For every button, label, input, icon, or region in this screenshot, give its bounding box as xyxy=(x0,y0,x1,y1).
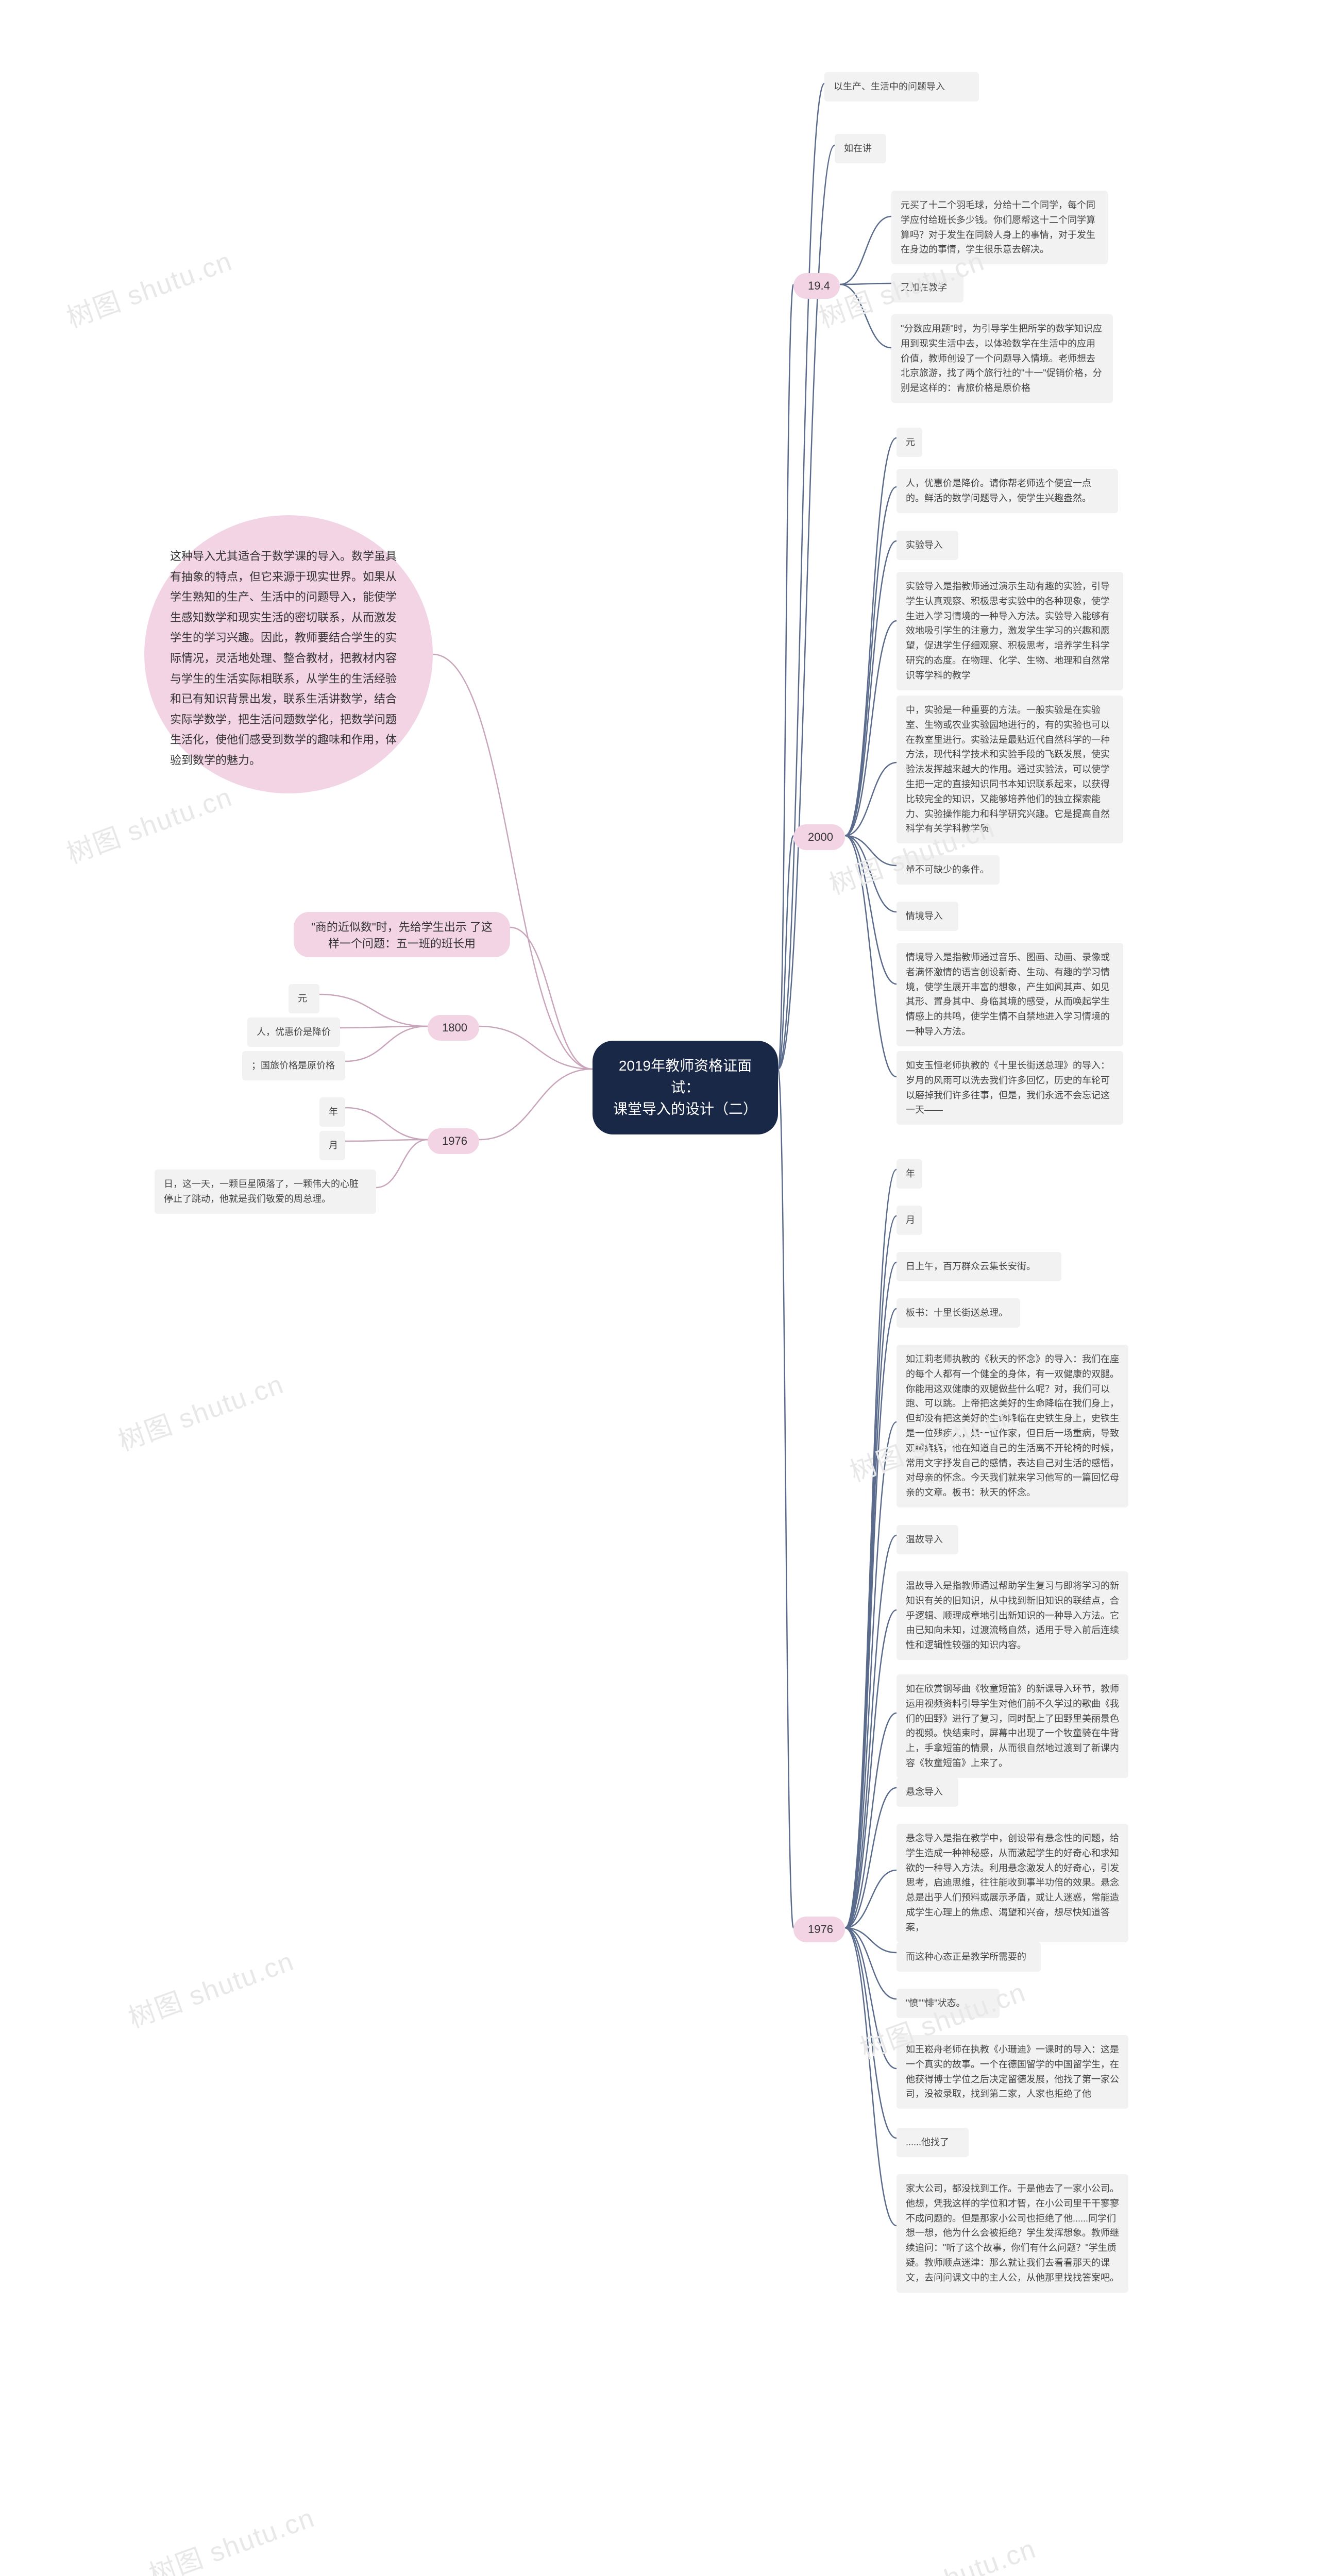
watermark: 树图 shutu.cn xyxy=(143,2496,319,2576)
edge xyxy=(345,1140,428,1141)
edge xyxy=(845,1309,897,1928)
edge xyxy=(845,1928,897,2138)
edge xyxy=(340,1026,428,1028)
edge xyxy=(845,1713,897,1928)
mindmap-node: 人，优惠价是降价。请你帮老师选个便宜一点的。鲜活的数学问题导入，使学生兴趣盎然。 xyxy=(897,469,1118,513)
mindmap-node: 又如在教学 xyxy=(891,273,963,302)
edge xyxy=(845,541,897,836)
mindmap-node: 中，实验是一种重要的方法。一般实验是在实验室、生物或农业实验园地进行的，有的实验… xyxy=(897,696,1123,843)
edge xyxy=(845,836,897,984)
edge xyxy=(845,487,897,836)
edge xyxy=(376,1140,428,1188)
mindmap-node: 人，优惠价是降价 xyxy=(247,1018,340,1047)
edge xyxy=(840,284,891,348)
edge xyxy=(845,762,897,836)
mindmap-node: 如王崧舟老师在执教《小珊迪》一课时的导入：这是一个真实的故事。一个在德国留学的中… xyxy=(897,2035,1128,2109)
mindmap-node: 19.4 xyxy=(793,273,840,299)
mindmap-node: 元买了十二个羽毛球，分给十二个同学，每个同学应付给班长多少钱。你们愿帮这十二个同… xyxy=(891,191,1108,264)
edge xyxy=(345,1026,428,1061)
mindmap-node: 月 xyxy=(319,1131,345,1160)
mindmap-node: 量不可缺少的条件。 xyxy=(897,855,1000,885)
mindmap-node: 1800 xyxy=(428,1015,479,1041)
edge xyxy=(433,654,593,1069)
edge xyxy=(778,284,793,1069)
edge xyxy=(845,1928,897,1953)
edge xyxy=(845,1928,897,1999)
mindmap-node: 实验导入是指教师通过演示生动有趣的实验，引导学生认真观察、积极思考实验中的各种现… xyxy=(897,572,1123,690)
edge xyxy=(845,836,897,912)
mindmap-node: 元 xyxy=(897,428,922,457)
edge xyxy=(840,283,891,284)
edge xyxy=(845,836,897,1077)
mindmap-node: 如在欣赏钢琴曲《牧童短笛》的新课导入环节，教师运用视频资料引导学生对他们前不久学… xyxy=(897,1674,1128,1778)
edge xyxy=(845,1788,897,1928)
watermark: 树图 shutu.cn xyxy=(60,240,236,335)
mindmap-node: 年 xyxy=(897,1159,922,1189)
mindmap-node: 温故导入 xyxy=(897,1525,958,1554)
mindmap-node: "分数应用题"时，为引导学生把所学的数学知识应用到现实生活中去，以体验数学在生活… xyxy=(891,314,1113,403)
mindmap-node: ......他找了 xyxy=(897,2128,969,2157)
edge xyxy=(845,1928,897,2069)
mindmap-node: "愤""悱"状态。 xyxy=(897,1989,1000,2018)
mindmap-node: 如江莉老师执教的《秋天的怀念》的导入：我们在座的每个人都有一个健全的身体，有一双… xyxy=(897,1345,1128,1507)
mindmap-node: 年 xyxy=(319,1097,345,1127)
edge xyxy=(845,621,897,836)
edge xyxy=(845,1928,897,2226)
edge xyxy=(778,1069,793,1928)
edge xyxy=(510,927,593,1069)
mindmap-node: 以生产、生活中的问题导入 xyxy=(824,72,979,101)
mindmap-node: 1976 xyxy=(793,1917,845,1942)
watermark: 树图 shutu.cn xyxy=(122,1940,298,2036)
mindmap-node: 这种导入尤其适合于数学课的导入。数学虽具有抽象的特点，但它来源于现实世界。如果从… xyxy=(144,515,433,793)
mindmap-node: 板书：十里长街送总理。 xyxy=(897,1298,1020,1328)
watermark: 树图 shutu.cn xyxy=(60,775,236,871)
edge xyxy=(840,216,891,284)
mindmap-node: 2000 xyxy=(793,824,845,850)
edge xyxy=(845,1262,897,1928)
center-node: 2019年教师资格证面试： 课堂导入的设计（二） xyxy=(593,1041,778,1134)
mindmap-node: 情境导入 xyxy=(897,902,958,931)
mindmap-node: 悬念导入 xyxy=(897,1777,958,1807)
mindmap-node: 1976 xyxy=(428,1128,479,1154)
mindmap-node: 家大公司，都没找到工作。于是他去了一家小公司。他想，凭我这样的学位和才智，在小公… xyxy=(897,2174,1128,2293)
mindmap-node: "商的近似数"时，先给学生出示 了这样一个问题：五一班的班长用 xyxy=(294,912,510,957)
edge xyxy=(479,1026,593,1069)
edge xyxy=(845,1216,897,1928)
mindmap-node: 元 xyxy=(289,984,319,1013)
edge xyxy=(845,836,897,866)
watermark: 树图 shutu.cn xyxy=(112,1363,288,1459)
mindmap-node: 悬念导入是指在教学中，创设带有悬念性的问题，给学生造成一种神秘感，从而激起学生的… xyxy=(897,1824,1128,1942)
mindmap-node: 而这种心态正是教学所需要的 xyxy=(897,1942,1041,1972)
edge xyxy=(845,1422,897,1928)
mindmap-node: 温故导入是指教师通过帮助学生复习与即将学习的新知识有关的旧知识，从中找到新旧知识… xyxy=(897,1571,1128,1660)
mindmap-node: 日上午，百万群众云集长安街。 xyxy=(897,1252,1061,1281)
mindmap-node: 实验导入 xyxy=(897,531,958,560)
mindmap-node: 情境导入是指教师通过音乐、图画、动画、录像或者满怀激情的语言创设新奇、生动、有趣… xyxy=(897,943,1123,1046)
edge xyxy=(845,1610,897,1928)
mindmap-node: 如在讲 xyxy=(835,134,886,163)
edge xyxy=(845,1170,897,1928)
edge xyxy=(778,836,793,1069)
edge xyxy=(778,83,824,1069)
mindmap-node: 月 xyxy=(897,1206,922,1235)
edge xyxy=(845,1535,897,1928)
mindmap-node: ；国旅价格是原价格 xyxy=(242,1051,345,1080)
edge xyxy=(845,438,897,836)
mindmap-node: 如支玉恒老师执教的《十里长街送总理》的导入：岁月的风雨可以洗去我们许多回忆，历史… xyxy=(897,1051,1123,1125)
watermark: 树图 shutu.cn xyxy=(864,2527,1040,2576)
edge xyxy=(845,1870,897,1928)
edge xyxy=(345,1108,428,1140)
mindmap-node: 日，这一天，一颗巨星陨落了，一颗伟大的心脏停止了跳动，他就是我们敬爱的周总理。 xyxy=(155,1170,376,1214)
edge xyxy=(479,1069,593,1140)
